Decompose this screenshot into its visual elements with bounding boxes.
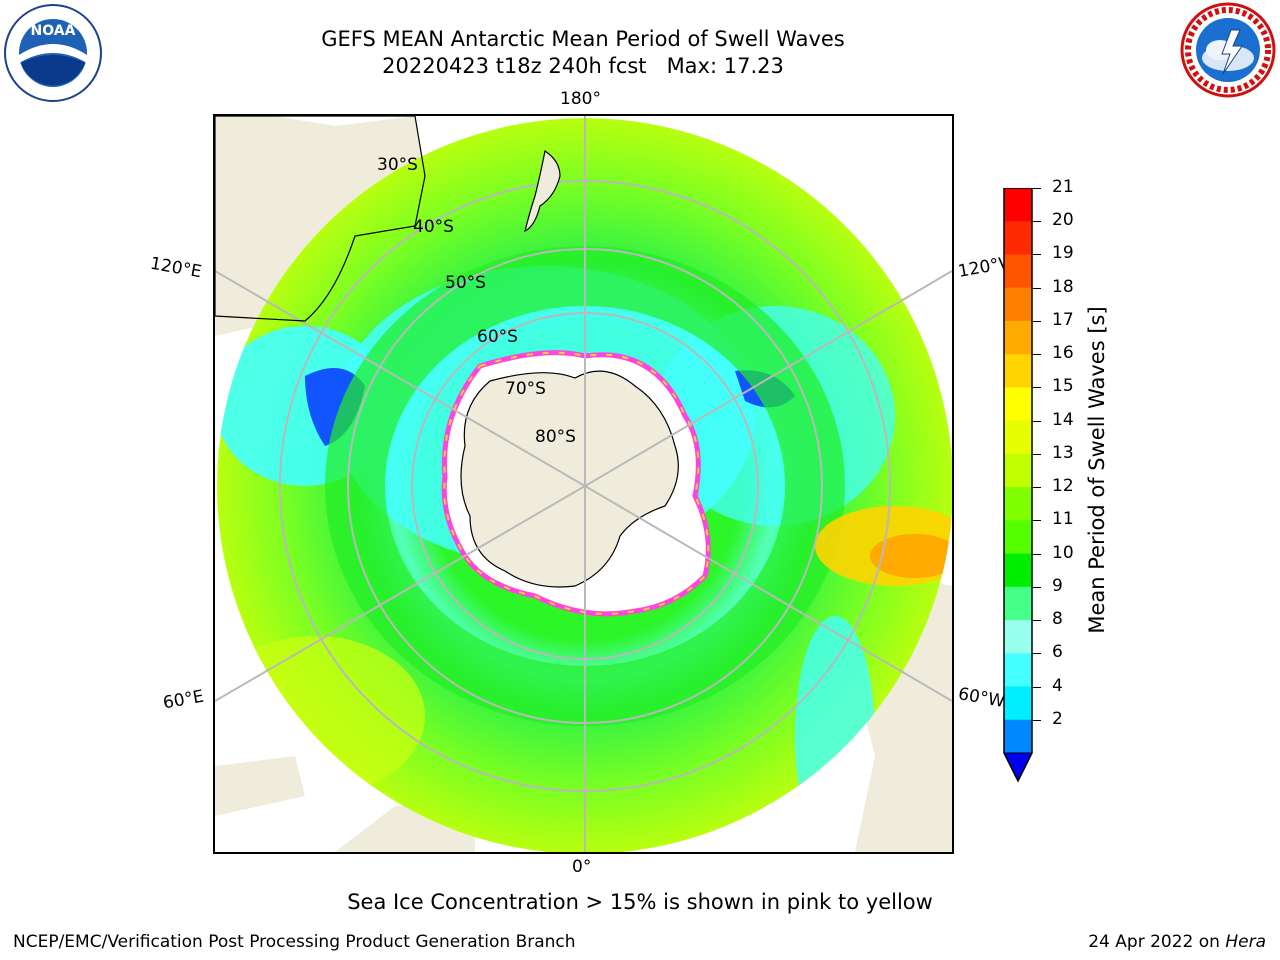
colorbar-tick-mark xyxy=(1033,553,1041,555)
lon-label-0: 0° xyxy=(572,857,592,877)
polar-map: 30°S 40°S 50°S 60°S 70°S 80°S xyxy=(213,114,954,854)
lat-label-30s: 30°S xyxy=(377,155,418,175)
chart-subtitle: 20220423 t18z 240h fcst Max: 17.23 xyxy=(382,54,784,78)
colorbar-segment xyxy=(1004,287,1032,322)
colorbar-tick-label: 19 xyxy=(1052,243,1074,264)
colorbar-tick-mark xyxy=(1033,653,1041,655)
colorbar-tick-mark xyxy=(1033,354,1041,356)
lon-label-180: 180° xyxy=(560,89,601,109)
colorbar-segment xyxy=(1004,320,1032,355)
colorbar-tick-label: 20 xyxy=(1052,210,1074,231)
colorbar-tick-label: 11 xyxy=(1052,509,1074,530)
colorbar-tick-label: 4 xyxy=(1052,675,1063,696)
colorbar-tick-label: 21 xyxy=(1052,177,1074,197)
colorbar-tick-mark xyxy=(1033,420,1041,422)
colorbar-segment xyxy=(1004,420,1032,455)
colorbar-segment xyxy=(1004,520,1032,555)
colorbar-tick-label: 13 xyxy=(1052,442,1074,463)
colorbar-tick-mark xyxy=(1033,453,1041,455)
colorbar-segment xyxy=(1004,620,1032,654)
colorbar-segment xyxy=(1004,686,1032,721)
colorbar-tick-label: 12 xyxy=(1052,476,1074,497)
lon-label-120e: 120°E xyxy=(148,253,204,283)
colorbar-tick-mark xyxy=(1033,221,1041,223)
colorbar-label: Mean Period of Swell Waves [s] xyxy=(1085,306,1109,634)
colorbar-tick-mark xyxy=(1033,387,1041,389)
colorbar-segment xyxy=(1004,188,1032,222)
colorbar-tick-mark xyxy=(1033,287,1041,289)
land-australia-outer xyxy=(215,116,425,336)
colorbar-tick-label: 16 xyxy=(1052,343,1074,364)
colorbar-segment xyxy=(1004,487,1032,521)
colorbar-segment xyxy=(1004,586,1032,621)
colorbar-tick-mark xyxy=(1033,586,1041,588)
colorbar-tick-mark xyxy=(1033,487,1041,489)
colorbar-tick-mark xyxy=(1033,719,1041,721)
footer-host: Hera xyxy=(1225,932,1266,952)
colorbar xyxy=(1003,187,1033,783)
colorbar-tick-label: 2 xyxy=(1052,708,1063,729)
lat-label-60s: 60°S xyxy=(477,327,518,347)
colorbar-segment xyxy=(1004,453,1032,488)
colorbar-tick-mark xyxy=(1033,620,1041,622)
nws-logo-icon xyxy=(1176,0,1280,100)
noaa-logo-icon: NOAA xyxy=(3,3,103,103)
lon-label-60e: 60°E xyxy=(161,686,206,714)
colorbar-tick-label: 17 xyxy=(1052,309,1074,330)
colorbar-segment xyxy=(1004,719,1032,754)
colorbar-tick-label: 15 xyxy=(1052,376,1074,397)
colorbar-tick-mark xyxy=(1033,686,1041,688)
colorbar-segment xyxy=(1004,553,1032,588)
colorbar-segment xyxy=(1004,653,1032,688)
colorbar-tick-mark xyxy=(1033,188,1041,189)
land-africa-island xyxy=(215,756,305,816)
colorbar-tick-mark xyxy=(1033,520,1041,522)
land-new-zealand xyxy=(524,150,561,233)
lat-label-80s: 80°S xyxy=(535,427,576,447)
colorbar-segment xyxy=(1004,254,1032,289)
lat-label-50s: 50°S xyxy=(445,273,486,293)
colorbar-tick-label: 8 xyxy=(1052,609,1063,630)
colorbar-tick-label: 6 xyxy=(1052,642,1063,663)
colorbar-tick-label: 18 xyxy=(1052,276,1074,297)
colorbar-tick-label: 9 xyxy=(1052,575,1063,596)
footer-date: 24 Apr 2022 on Hera xyxy=(1088,932,1266,952)
lon-label-60w: 60°W xyxy=(956,684,1007,712)
land-antarctica xyxy=(460,370,679,588)
colorbar-segment xyxy=(1004,221,1032,255)
chart-title: GEFS MEAN Antarctic Mean Period of Swell… xyxy=(321,27,845,51)
colorbar-tick-mark xyxy=(1033,254,1041,256)
colorbar-extend-arrow xyxy=(1003,752,1033,783)
colorbar-tick-label: 14 xyxy=(1052,409,1074,430)
sea-ice-note: Sea Ice Concentration > 15% is shown in … xyxy=(347,890,933,914)
lat-label-70s: 70°S xyxy=(505,379,546,399)
footer-date-text: 24 Apr 2022 on xyxy=(1088,932,1226,952)
colorbar-segment xyxy=(1004,387,1032,422)
colorbar-segment xyxy=(1004,354,1032,388)
footer-credit: NCEP/EMC/Verification Post Processing Pr… xyxy=(13,932,576,952)
svg-text:NOAA: NOAA xyxy=(31,23,76,39)
lat-label-40s: 40°S xyxy=(413,217,454,237)
colorbar-tick-label: 10 xyxy=(1052,542,1074,563)
colorbar-tick-mark xyxy=(1033,320,1041,322)
